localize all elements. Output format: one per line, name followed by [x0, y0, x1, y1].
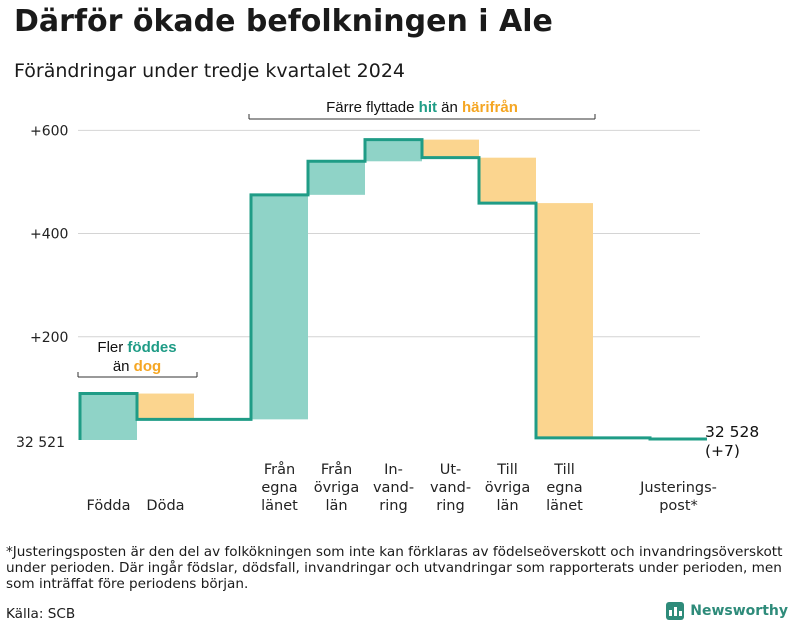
- category-label: vand-: [373, 480, 414, 496]
- waterfall-bar: [422, 139, 479, 158]
- migration-annotation-part: än: [437, 99, 462, 116]
- category-label: län: [496, 498, 518, 514]
- category-label: Ut-: [440, 462, 462, 478]
- migration-annotation-part: hit: [419, 99, 437, 116]
- category-label: Till: [496, 462, 518, 478]
- waterfall-bar: [536, 203, 593, 438]
- chart-subtitle: Förändringar under tredje kvartalet 2024: [14, 60, 406, 82]
- chart-title: Därför ökade befolkningen i Ale: [14, 4, 553, 39]
- waterfall-bar: [80, 393, 137, 440]
- births-annotation-line1-part: föddes: [127, 339, 176, 356]
- births-annotation-line2: än dog: [113, 358, 161, 375]
- category-label: länet: [261, 498, 298, 514]
- category-label: övriga: [485, 480, 531, 496]
- category-label: Justerings-: [639, 480, 717, 496]
- waterfall-bar: [251, 194, 308, 420]
- category-label: Födda: [87, 498, 131, 514]
- migration-annotation-part: Färre flyttade: [326, 99, 419, 116]
- waterfall-bar: [479, 157, 536, 204]
- births-annotation-line2-part: dog: [134, 358, 162, 375]
- migration-annotation: Färre flyttade hit än härifrån: [326, 99, 518, 116]
- y-base-label: 32 521: [16, 435, 65, 451]
- births-annotation-line1-part: Fler: [97, 339, 127, 356]
- cumulative-step-line: [78, 138, 707, 441]
- category-label: övriga: [314, 480, 360, 496]
- category-label: vand-: [430, 480, 471, 496]
- category-label: Till: [553, 462, 575, 478]
- newsworthy-logo-icon: [666, 602, 685, 620]
- waterfall-bar: [308, 161, 365, 195]
- source-label: Källa: SCB: [6, 606, 76, 622]
- footnote: *Justeringsposten är den del av folkökni…: [6, 544, 783, 592]
- end-change-label: (+7): [705, 442, 740, 460]
- y-tick-label: +400: [30, 227, 68, 243]
- category-label: ring: [436, 498, 464, 514]
- category-label: post*: [659, 498, 698, 514]
- y-tick-label: +200: [30, 330, 68, 346]
- births-bracket: [77, 372, 198, 378]
- migration-annotation-part: härifrån: [462, 99, 518, 116]
- category-label: ring: [379, 498, 407, 514]
- category-label: länet: [546, 498, 583, 514]
- births-annotation-line2-part: än: [113, 358, 134, 375]
- category-label: Döda: [146, 498, 184, 514]
- brand-logo: Newsworthy: [666, 602, 788, 620]
- y-tick-label: +600: [30, 123, 68, 139]
- births-annotation-line1: Fler föddes: [97, 339, 176, 356]
- waterfall-bar: [137, 393, 194, 420]
- category-label: egna: [261, 480, 297, 496]
- category-label: In-: [384, 462, 403, 478]
- category-label: Från: [264, 461, 295, 478]
- brand-name: Newsworthy: [690, 603, 788, 619]
- waterfall-chart: +200 +400 +600 32 521 Födda Döda Från egna länet…: [16, 99, 759, 514]
- category-label: egna: [546, 480, 582, 496]
- waterfall-bar: [365, 139, 422, 162]
- category-label: län: [325, 498, 347, 514]
- end-value-label: 32 528: [705, 423, 759, 441]
- migration-bracket: [248, 114, 596, 120]
- category-label: Från: [321, 461, 352, 478]
